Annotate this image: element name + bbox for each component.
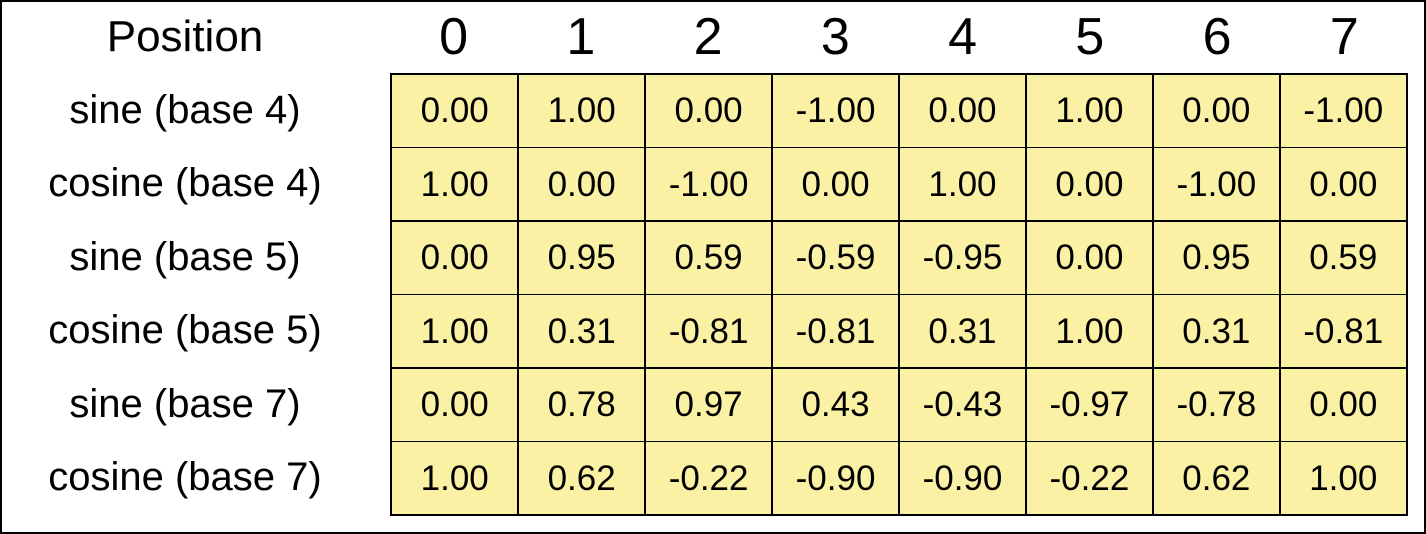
value-cell: 0.95 (1153, 221, 1280, 294)
value-cell: 0.62 (518, 442, 645, 514)
value-cell: 0.00 (1026, 221, 1153, 294)
value-cell: 0.59 (645, 221, 772, 294)
column-header-1: 1 (566, 8, 596, 66)
value-cell: -0.22 (645, 442, 772, 514)
row-label: sine (base 7) (69, 381, 301, 426)
column-header-3: 3 (820, 8, 850, 66)
value-cell: 0.00 (392, 75, 518, 147)
value-cell: 1.00 (392, 442, 518, 514)
value-cell: -0.95 (899, 221, 1026, 294)
value-cell: 0.00 (1153, 75, 1280, 147)
column-header-7: 7 (1329, 8, 1359, 66)
value-cell: -0.90 (899, 442, 1026, 514)
value-cell: 0.00 (518, 148, 645, 221)
value-cell: 1.00 (899, 148, 1026, 221)
row-label: sine (base 5) (69, 234, 301, 279)
value-cell: -0.59 (772, 221, 899, 294)
value-cell: 1.00 (392, 295, 518, 368)
value-cell: 0.00 (392, 368, 518, 441)
row-label: cosine (base 7) (48, 455, 322, 500)
value-cell: 0.00 (392, 221, 518, 294)
value-cell: 1.00 (392, 148, 518, 221)
value-cell: 0.59 (1280, 221, 1406, 294)
value-cell: 0.00 (772, 148, 899, 221)
value-cell: 1.00 (1280, 442, 1406, 514)
value-cell: 1.00 (1026, 75, 1153, 147)
value-cell: 0.43 (772, 368, 899, 441)
value-cell: 0.00 (899, 75, 1026, 147)
value-cell: 0.97 (645, 368, 772, 441)
value-cell: 0.95 (518, 221, 645, 294)
row-label: cosine (base 4) (48, 161, 322, 206)
value-cell: 0.78 (518, 368, 645, 441)
value-cell: -0.97 (1026, 368, 1153, 441)
value-cell: 0.00 (645, 75, 772, 147)
value-cell: -0.43 (899, 368, 1026, 441)
value-cell: 0.62 (1153, 442, 1280, 514)
value-cell: -0.81 (772, 295, 899, 368)
column-header-6: 6 (1202, 8, 1232, 66)
value-cell: -0.22 (1026, 442, 1153, 514)
column-header-5: 5 (1075, 8, 1105, 66)
column-header-2: 2 (693, 8, 723, 66)
row-label: sine (base 4) (69, 87, 301, 132)
value-cell: 0.00 (1280, 368, 1406, 441)
value-cell: -1.00 (772, 75, 899, 147)
column-header-row: 0 1 2 3 4 5 6 7 (390, 6, 1408, 68)
column-header-4: 4 (948, 8, 978, 66)
value-cell: -1.00 (1280, 75, 1406, 147)
value-cell: -0.81 (1280, 295, 1406, 368)
column-header-0: 0 (439, 8, 469, 66)
value-cell: -1.00 (645, 148, 772, 221)
value-cell: 0.31 (1153, 295, 1280, 368)
value-cell: -1.00 (1153, 148, 1280, 221)
value-cell: -0.81 (645, 295, 772, 368)
value-cell: 0.31 (899, 295, 1026, 368)
value-cell: 0.00 (1280, 148, 1406, 221)
position-header-label: Position (106, 12, 264, 61)
value-grid: 0.00 1.00 0.00 -1.00 0.00 1.00 0.00 -1.00 1.00 0.… (390, 73, 1408, 516)
value-cell: -0.90 (772, 442, 899, 514)
value-cell: 1.00 (518, 75, 645, 147)
value-cell: 0.00 (1026, 148, 1153, 221)
row-label-column: sine (base 4) cosine (base 4) sine (base 5… (2, 73, 392, 514)
value-cell: 0.31 (518, 295, 645, 368)
row-label: cosine (base 5) (48, 308, 322, 353)
value-cell: 1.00 (1026, 295, 1153, 368)
value-cell: -0.78 (1153, 368, 1280, 441)
